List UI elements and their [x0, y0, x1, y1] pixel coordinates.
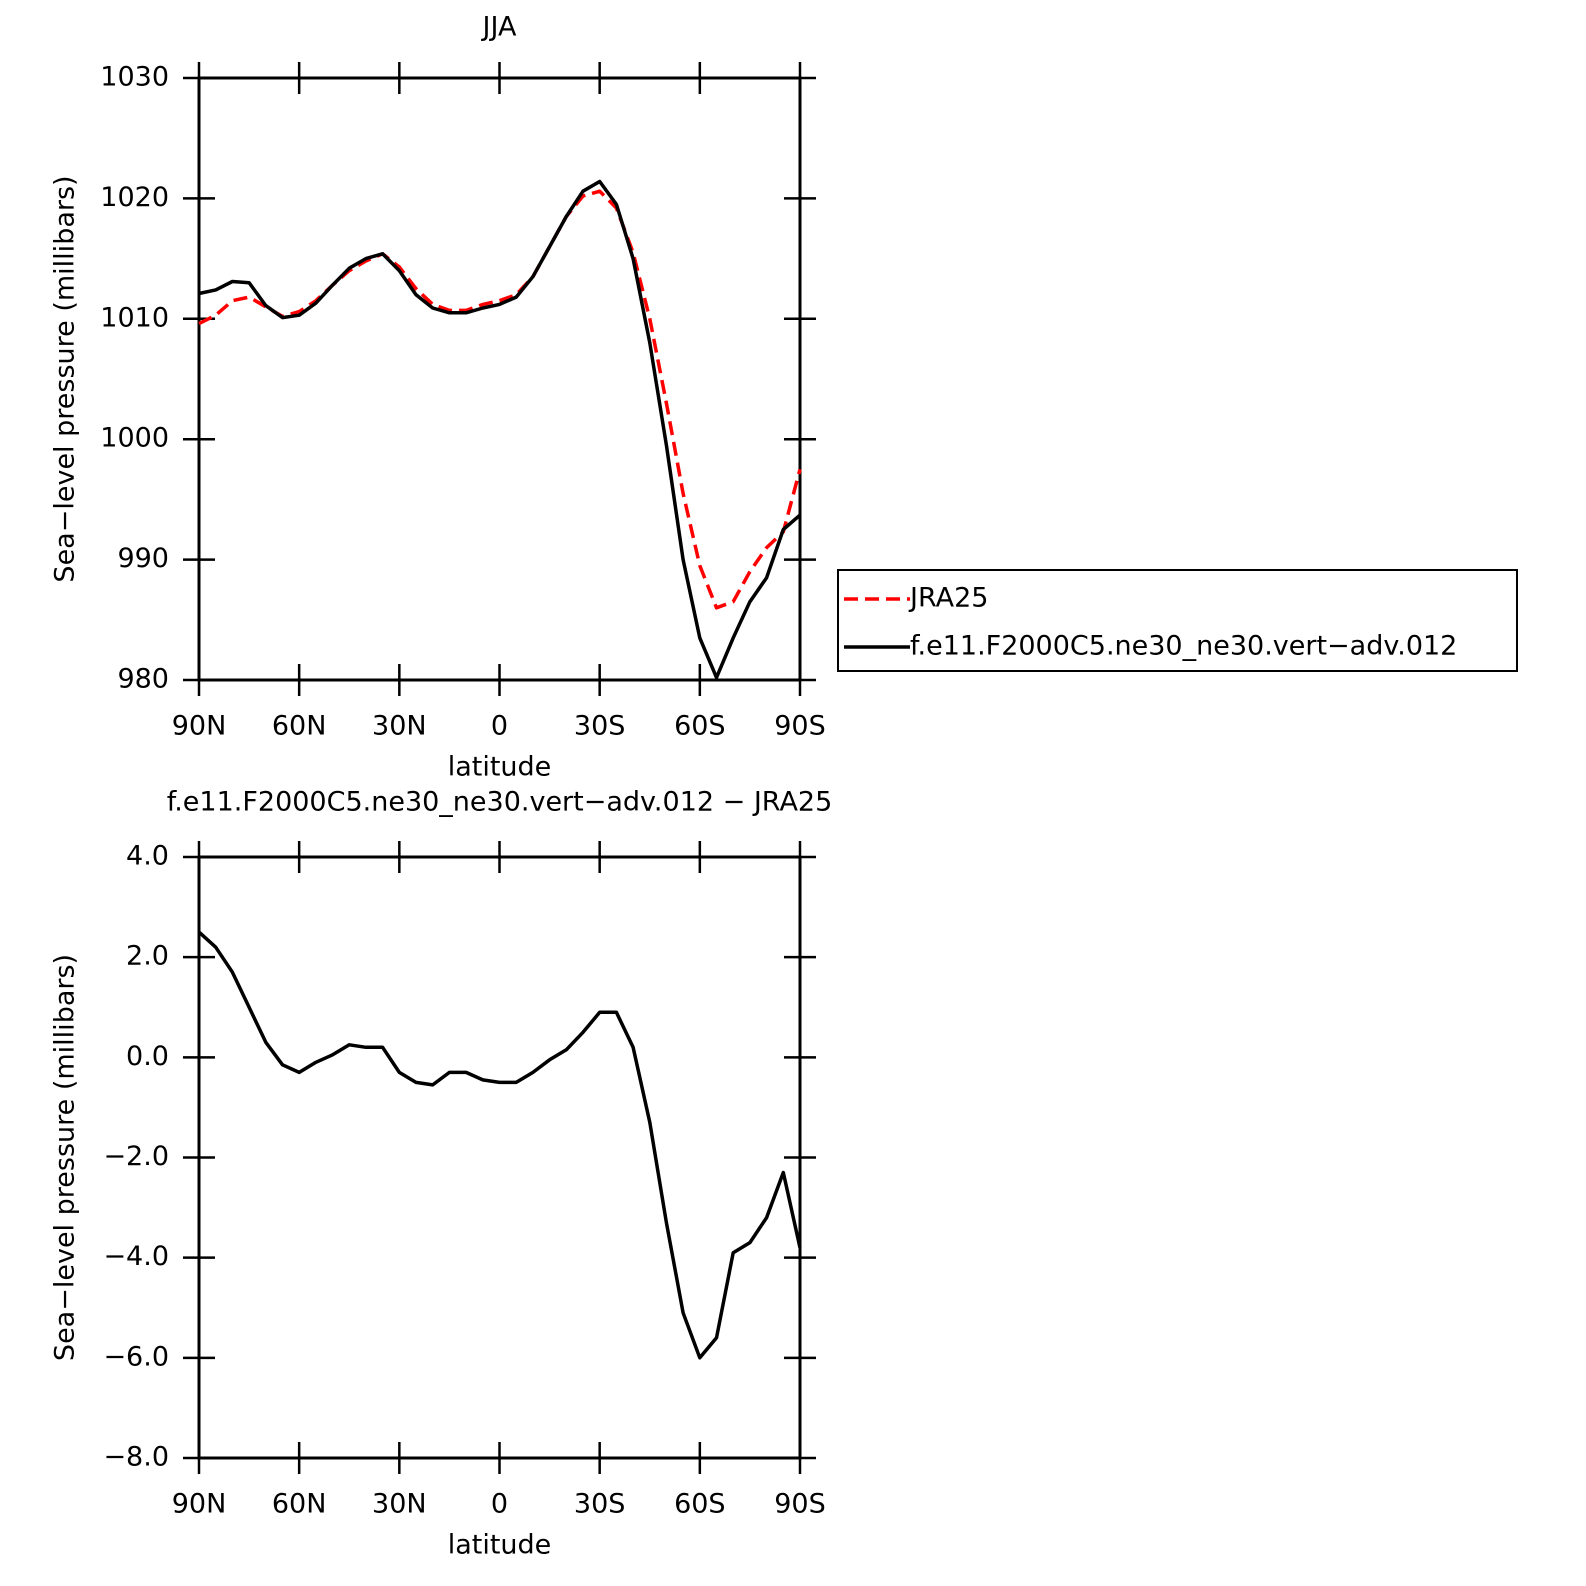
y-tick-label: 2.0 — [126, 941, 169, 972]
x-tick-label: 30N — [372, 711, 427, 742]
chart-title: f.e11.F2000C5.ne30_ne30.vert−adv.012 − J… — [167, 787, 833, 818]
y-tick-label: 990 — [117, 543, 169, 574]
y-tick-label: −8.0 — [103, 1442, 169, 1473]
x-axis-label: latitude — [448, 752, 552, 783]
legend-label: f.e11.F2000C5.ne30_ne30.vert−adv.012 — [910, 631, 1457, 662]
y-tick-label: 0.0 — [126, 1041, 169, 1072]
y-tick-label: 980 — [117, 664, 169, 695]
legend-label: JRA25 — [908, 583, 988, 614]
x-tick-label: 60S — [674, 1489, 726, 1520]
x-tick-label: 60S — [674, 711, 726, 742]
x-tick-label: 90S — [774, 711, 826, 742]
y-tick-label: 1000 — [100, 423, 169, 454]
y-tick-label: 4.0 — [126, 841, 169, 872]
x-axis-label: latitude — [448, 1530, 552, 1561]
x-tick-label: 30S — [574, 711, 626, 742]
plot-frame — [197, 855, 802, 1460]
x-tick-label: 30N — [372, 1489, 427, 1520]
y-axis-label: Sea−level pressure (millibars) — [50, 954, 81, 1361]
y-tick-label: 1030 — [100, 62, 169, 93]
legend-box — [837, 569, 1518, 672]
chart-title: JJA — [481, 12, 517, 43]
data-line — [197, 930, 802, 1360]
x-tick-label: 0 — [491, 1489, 508, 1520]
x-tick-label: 60N — [272, 711, 327, 742]
data-line — [198, 179, 802, 680]
y-tick-label: 1010 — [100, 302, 169, 333]
y-axis-label: Sea−level pressure (millibars) — [50, 175, 81, 582]
x-tick-label: 90N — [172, 1489, 227, 1520]
y-tick-label: −2.0 — [103, 1141, 169, 1172]
x-tick-label: 60N — [272, 1489, 327, 1520]
y-tick-label: 1020 — [100, 182, 169, 213]
x-tick-label: 30S — [574, 1489, 626, 1520]
data-line — [198, 189, 802, 610]
x-tick-label: 0 — [491, 711, 508, 742]
y-tick-label: −6.0 — [103, 1341, 169, 1372]
x-tick-label: 90S — [774, 1489, 826, 1520]
x-tick-label: 90N — [172, 711, 227, 742]
y-tick-label: −4.0 — [103, 1241, 169, 1272]
